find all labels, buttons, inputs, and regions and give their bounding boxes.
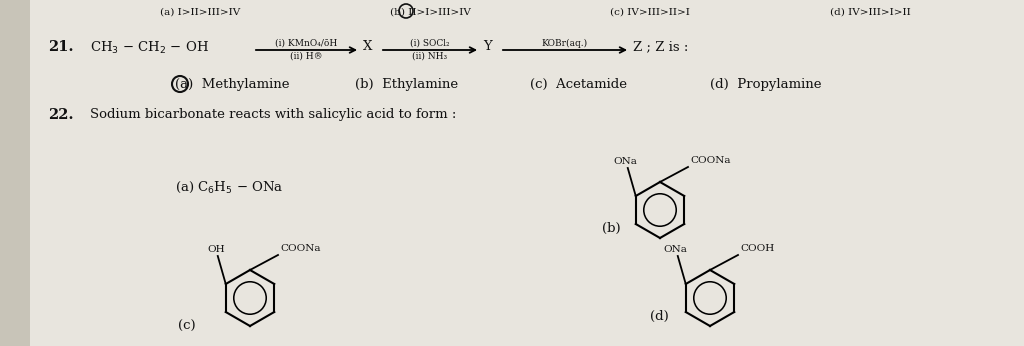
Text: (i) SOCl₂: (i) SOCl₂: [411, 39, 450, 48]
Text: X: X: [362, 40, 373, 53]
Text: (b)  Ethylamine: (b) Ethylamine: [355, 78, 458, 91]
Text: (a) C$_6$H$_5$ $-$ ONa: (a) C$_6$H$_5$ $-$ ONa: [175, 180, 284, 195]
Text: CH$_3$ $-$ CH$_2$ $-$ OH: CH$_3$ $-$ CH$_2$ $-$ OH: [90, 40, 209, 56]
FancyBboxPatch shape: [30, 0, 1024, 346]
Text: (i) KMnO₄/ōH: (i) KMnO₄/ōH: [275, 39, 338, 48]
Text: KOBr(aq.): KOBr(aq.): [542, 39, 588, 48]
Text: COONa: COONa: [280, 244, 321, 253]
Text: (c) IV>III>II>I: (c) IV>III>II>I: [610, 8, 690, 17]
Text: 21.: 21.: [48, 40, 74, 54]
Text: Z ; Z is :: Z ; Z is :: [633, 40, 688, 53]
Text: ONa: ONa: [664, 245, 688, 254]
Text: (ii) NH₃: (ii) NH₃: [413, 52, 447, 61]
Text: 22.: 22.: [48, 108, 74, 122]
Text: (b) II>I>III>IV: (b) II>I>III>IV: [389, 8, 470, 17]
Text: Y: Y: [483, 40, 492, 53]
Text: COOH: COOH: [740, 244, 774, 253]
Text: (d): (d): [650, 310, 669, 323]
Text: Sodium bicarbonate reacts with salicylic acid to form :: Sodium bicarbonate reacts with salicylic…: [90, 108, 457, 121]
Text: (a)  Methylamine: (a) Methylamine: [175, 78, 290, 91]
Text: (d) IV>III>I>II: (d) IV>III>I>II: [829, 8, 910, 17]
Text: OH: OH: [207, 245, 224, 254]
Text: (ii) H®: (ii) H®: [290, 52, 323, 61]
Text: (a) I>II>III>IV: (a) I>II>III>IV: [160, 8, 240, 17]
Text: COONa: COONa: [690, 156, 730, 165]
Text: (d)  Propylamine: (d) Propylamine: [710, 78, 821, 91]
Text: (c)  Acetamide: (c) Acetamide: [530, 78, 627, 91]
Text: ONa: ONa: [613, 157, 638, 166]
Text: (c): (c): [178, 320, 196, 333]
Text: (b): (b): [602, 222, 621, 235]
